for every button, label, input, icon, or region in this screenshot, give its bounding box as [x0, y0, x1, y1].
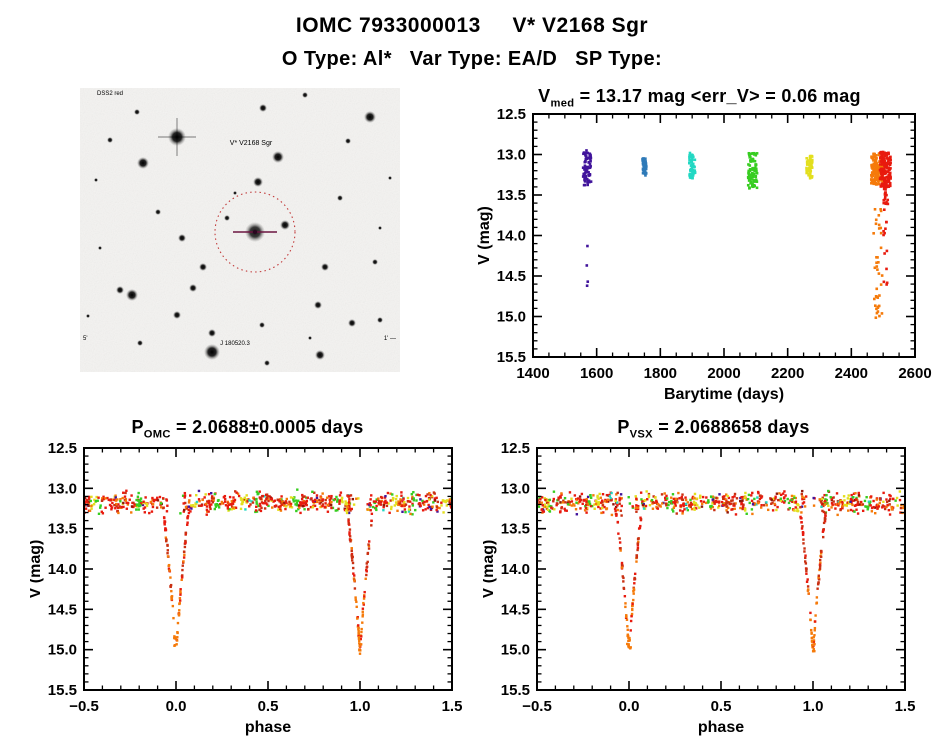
title-sub: VSX [629, 428, 653, 441]
finder-target-label: V* V2168 Sgr [230, 140, 273, 147]
phase-omc-plot-title: POMC = 2.0688±0.0005 days [30, 417, 465, 441]
svg-text:14.0: 14.0 [48, 561, 77, 578]
svg-text:0.5: 0.5 [258, 698, 279, 715]
svg-text:2400: 2400 [835, 365, 868, 382]
title-sub: med [550, 97, 575, 110]
svg-text:14.0: 14.0 [501, 561, 530, 578]
svg-text:12.5: 12.5 [497, 106, 526, 123]
svg-text:1600: 1600 [580, 365, 613, 382]
barytime-plot-title: Vmed = 13.17 mag <err_V> = 0.06 mag [455, 86, 944, 110]
classification-line: O Type: Al* Var Type: EA/D SP Type: [281, 48, 663, 70]
svg-text:13.5: 13.5 [48, 521, 77, 538]
data-points [581, 149, 892, 319]
barytime-lightcurve-plot: 1400 1600 1800 2000 2200 2400 2600 12.5 13.0 13.5… [476, 106, 932, 403]
svg-text:13.0: 13.0 [48, 480, 77, 497]
title-base: V [538, 86, 551, 106]
svg-text:−0.5: −0.5 [69, 698, 99, 715]
svg-text:0.0: 0.0 [619, 698, 640, 715]
title-base: P [617, 417, 630, 437]
svg-text:14.5: 14.5 [501, 601, 530, 618]
svg-text:13.0: 13.0 [497, 147, 526, 164]
svg-text:12.5: 12.5 [501, 440, 530, 457]
page-title: IOMC 7933000013 V* V2168 Sgr [295, 14, 649, 37]
finder-annotation: 1' — [384, 336, 396, 342]
svg-text:15.5: 15.5 [501, 682, 530, 699]
svg-text:1.0: 1.0 [803, 698, 824, 715]
x-axis-label: phase [698, 719, 744, 736]
svg-text:15.5: 15.5 [48, 682, 77, 699]
finder-annotation: J 180520.3 [220, 341, 250, 347]
svg-text:1.5: 1.5 [895, 698, 916, 715]
target-circle [214, 191, 296, 273]
data-points [537, 489, 905, 653]
svg-text:2000: 2000 [707, 365, 740, 382]
svg-text:15.5: 15.5 [497, 349, 526, 366]
phase-folded-plot-vsx: −0.5 0.0 0.5 1.0 1.5 12.5 13.0 13.5 14.0 14.5 15.0… [483, 440, 915, 736]
phase-folded-plot-omc: −0.5 0.0 0.5 1.0 1.5 12.5 13.0 13.5 14.0 14.5 15.0… [30, 440, 462, 736]
title-base: P [131, 417, 144, 437]
svg-text:1800: 1800 [644, 365, 677, 382]
axes: 1400 1600 1800 2000 2200 2400 2600 12.5 13.0 13.5… [476, 106, 932, 403]
svg-text:0.0: 0.0 [166, 698, 187, 715]
x-axis-label: Barytime (days) [664, 386, 784, 403]
svg-text:0.5: 0.5 [711, 698, 732, 715]
y-axis-label: V (mag) [476, 206, 493, 265]
svg-text:1.5: 1.5 [442, 698, 463, 715]
svg-text:13.0: 13.0 [501, 480, 530, 497]
svg-text:14.5: 14.5 [48, 601, 77, 618]
finder-annotation: DSS2 red [97, 91, 123, 97]
svg-text:15.0: 15.0 [497, 309, 526, 326]
svg-text:14.5: 14.5 [497, 268, 526, 285]
y-axis-label: V (mag) [30, 540, 44, 599]
svg-text:14.0: 14.0 [497, 228, 526, 245]
title-rest: = 2.0688±0.0005 days [170, 417, 364, 437]
svg-text:15.0: 15.0 [48, 642, 77, 659]
finder-chart-image: V* V2168 Sgr DSS2 red 5' J 180520.3 1' — [80, 88, 400, 372]
y-axis-label: V (mag) [483, 540, 497, 599]
finder-annotation: 5' [83, 336, 87, 342]
title-rest: = 2.0688658 days [652, 417, 810, 437]
svg-text:1400: 1400 [516, 365, 549, 382]
title-sub: OMC [143, 428, 171, 441]
axes: −0.5 0.0 0.5 1.0 1.5 12.5 13.0 13.5 14.0 14.5 15.0… [30, 440, 462, 736]
svg-text:15.0: 15.0 [501, 642, 530, 659]
svg-text:13.5: 13.5 [501, 521, 530, 538]
svg-text:2200: 2200 [771, 365, 804, 382]
axes: −0.5 0.0 0.5 1.0 1.5 12.5 13.0 13.5 14.0 14.5 15.0… [483, 440, 915, 736]
title-rest: = 13.17 mag <err_V> = 0.06 mag [574, 86, 861, 106]
svg-text:13.5: 13.5 [497, 187, 526, 204]
svg-text:1.0: 1.0 [350, 698, 371, 715]
svg-text:12.5: 12.5 [48, 440, 77, 457]
data-points [84, 488, 452, 655]
svg-text:−0.5: −0.5 [522, 698, 552, 715]
x-axis-label: phase [245, 719, 291, 736]
phase-vsx-plot-title: PVSX = 2.0688658 days [483, 417, 944, 441]
svg-text:2600: 2600 [898, 365, 931, 382]
